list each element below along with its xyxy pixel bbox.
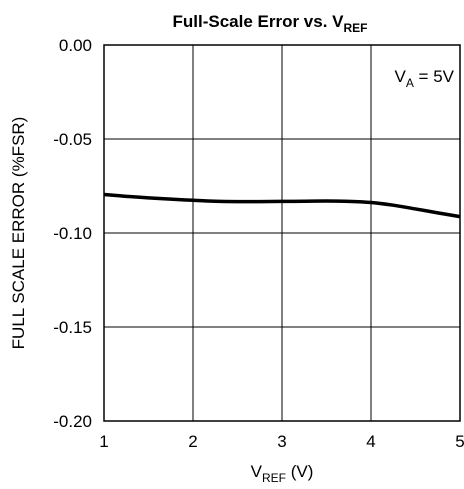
y-axis-label: FULL SCALE ERROR (%FSR): [9, 117, 28, 350]
y-tick-label: -0.10: [53, 224, 92, 243]
y-tick-label: -0.05: [53, 130, 92, 149]
x-tick-label: 3: [277, 432, 286, 451]
grid-lines: [104, 45, 460, 421]
series-line: [103, 192, 461, 219]
y-tick-label: -0.20: [53, 412, 92, 431]
annotation-va: VA = 5V: [394, 67, 454, 90]
x-tick-label: 4: [366, 432, 375, 451]
x-axis-label: VREF (V): [251, 462, 314, 485]
y-tick-labels: 0.00 -0.05 -0.10 -0.15 -0.20: [53, 36, 92, 431]
chart-title: Full-Scale Error vs. VREF: [172, 12, 367, 35]
series-group: [103, 192, 461, 219]
x-tick-label: 2: [188, 432, 197, 451]
x-tick-label: 5: [455, 432, 464, 451]
x-tick-label: 1: [99, 432, 108, 451]
x-tick-labels: 1 2 3 4 5: [99, 432, 464, 451]
y-tick-label: -0.15: [53, 318, 92, 337]
y-tick-label: 0.00: [59, 36, 92, 55]
